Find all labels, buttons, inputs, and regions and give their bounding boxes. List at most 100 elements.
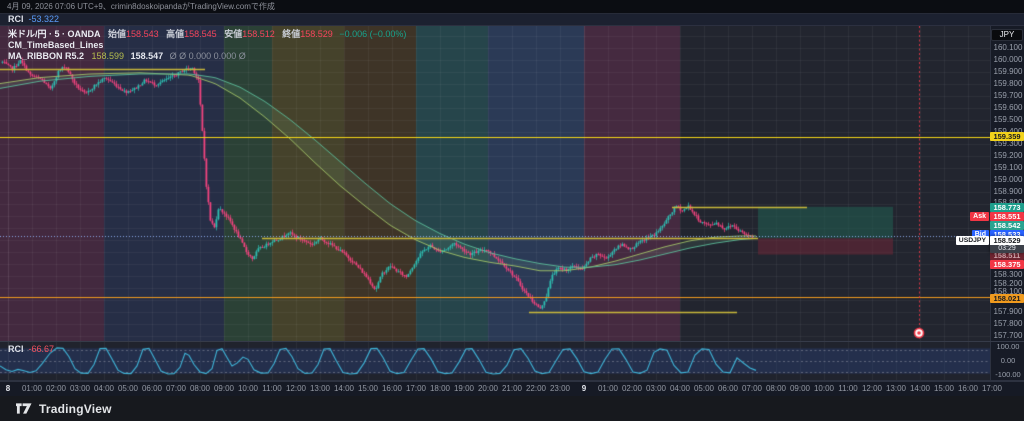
price-tick-label: 158.100 [993,287,1023,296]
rci-top-label[interactable]: RCI [8,14,24,24]
symbol-tag: USDJPY [955,235,989,245]
time-axis-label: 12:00 [861,384,883,393]
indicator-ma-ribbon[interactable]: MA_RIBBON R5.2 [8,51,85,61]
indicator-cm-timebased-lines[interactable]: CM_TimeBased_Lines [8,40,104,50]
price-tick-label: 159.300 [993,139,1023,149]
time-axis-label: 14:00 [333,384,355,393]
time-axis-label: 06:00 [717,384,739,393]
rci-tick-label: 100.00 [996,342,1020,351]
time-axis-label: 01:00 [21,384,43,393]
time-axis-label: 16:00 [381,384,403,393]
legend-indicator-row[interactable]: CM_TimeBased_Lines [8,40,406,51]
rci-bottom-legend[interactable]: RCI -66.67 [8,344,54,354]
price-tick-label: 159.600 [993,103,1023,113]
ask-badge: Ask [970,212,989,221]
time-axis-label: 20:00 [477,384,499,393]
time-axis-label: 22:00 [525,384,547,393]
time-axis-label: 12:00 [285,384,307,393]
time-axis-label: 15:00 [357,384,379,393]
time-axis-label: 18:00 [429,384,451,393]
currency-button[interactable]: JPY [991,29,1023,41]
price-tick-label: 158.900 [993,187,1023,197]
price-tick-label: 159.400 [991,127,1024,136]
time-axis-label: 04:00 [669,384,691,393]
low-label: 安値 [224,29,243,39]
open-label: 始値 [108,29,127,39]
price-level-label: 158.021 [990,293,1024,303]
price-tick-label: 160.100 [993,43,1023,53]
time-axis-label: 08:00 [189,384,211,393]
price-tick-label: 160.000 [993,55,1023,65]
time-axis-label: 02:00 [45,384,67,393]
time-axis-label: 19:00 [453,384,475,393]
ma-ribbon-values-rest: Ø Ø 0.000 0.000 Ø [169,51,246,61]
time-axis-label: 11:00 [838,384,858,393]
time-axis-label: 02:00 [621,384,643,393]
rci-bottom-pane: 100.00 0.00 -100.00 RCI -66.67 [0,342,1024,381]
main-chart-canvas[interactable] [0,26,990,341]
price-level-label: 158.533 [990,230,1024,239]
time-axis-label: 09:00 [213,384,235,393]
price-tick-label: 157.900 [993,307,1023,317]
time-axis-label: 13:00 [885,384,907,393]
ma-ribbon-value-2: 158.547 [130,51,164,61]
low-value: 158.512 [242,29,275,39]
time-axis-label: 16:00 [957,384,979,393]
rci-bottom-label[interactable]: RCI [8,344,24,354]
screenshot-caption: 4月 09, 2026 07:06 UTC+9、crimin8doskoipan… [0,0,1024,13]
price-tick-label: 158.300 [993,269,1023,279]
bar-countdown: 03:29 [990,244,1024,253]
rci-tick-label: 0.00 [1000,356,1016,365]
time-axis-label: 05:00 [117,384,139,393]
rci-tick-label: -100.00 [995,370,1021,379]
time-axis-label: 17:00 [981,384,1003,393]
time-axis[interactable]: 8 01:00 02:00 03:00 04:00 05:00 06:00 07:00 08:0… [0,381,1024,396]
symbol-title[interactable]: 米ドル/円 · 5 · OANDA [8,29,101,39]
time-axis-label: 17:00 [405,384,427,393]
time-axis-label: 10:00 [237,384,259,393]
price-tick-label: 159.200 [993,151,1023,161]
tradingview-logo-icon[interactable] [16,403,32,414]
close-value: 158.529 [300,29,333,39]
time-axis-day-label: 9 [581,384,587,393]
legend-indicator-row[interactable]: MA_RIBBON R5.2 158.599 158.547 Ø Ø 0.000… [8,51,406,62]
time-axis-label: 07:00 [165,384,187,393]
price-axis[interactable]: 160.100 160.000 159.900 159.800 159.700 159.6… [990,26,1024,341]
time-axis-label: 05:00 [693,384,715,393]
price-tick-label: 159.700 [993,91,1023,101]
high-label: 高値 [166,29,185,39]
footer-brand-text[interactable]: TradingView [39,401,112,416]
price-level-label: 158.375 [990,260,1024,269]
price-level-label: 158.542 [990,221,1024,230]
caption-text: 4月 09, 2026 07:06 UTC+9、crimin8doskoipan… [7,2,275,11]
time-axis-label: 04:00 [93,384,115,393]
time-axis-label: 15:00 [933,384,955,393]
rci-canvas[interactable] [0,342,990,380]
time-axis-label: 01:00 [597,384,619,393]
rci-top-pane[interactable]: RCI -53.322 [0,13,1024,26]
rci-axis[interactable]: 100.00 0.00 -100.00 [990,342,1024,380]
price-tick-label: 157.800 [993,319,1023,329]
time-axis-label: 08:00 [765,384,787,393]
time-axis-label: 23:00 [549,384,571,393]
footer-bar: TradingView [0,396,1024,421]
high-value: 158.545 [184,29,217,39]
rci-top-value: -53.322 [28,14,60,24]
price-level-label: 158.511 [990,251,1024,260]
legend-symbol-row[interactable]: 米ドル/円 · 5 · OANDA 始値158.543 高値158.545 安値… [8,29,406,40]
price-level-label: 158.773 [990,202,1024,212]
time-axis-label: 07:00 [741,384,763,393]
time-axis-label: 06:00 [141,384,163,393]
main-chart-pane: 160.100 160.000 159.900 159.800 159.700 159.6… [0,26,1024,342]
time-axis-label: 03:00 [645,384,667,393]
change-value: −0.006 (−0.00%) [339,29,407,39]
price-level-label: 158.551 [990,212,1024,221]
price-tick-label: 157.700 [993,331,1023,341]
chart-legend: 米ドル/円 · 5 · OANDA 始値158.543 高値158.545 安値… [8,29,406,62]
time-axis-label: 09:00 [789,384,811,393]
price-tick-label: 159.100 [993,163,1023,173]
bid-badge: Bid [971,230,989,239]
ma-ribbon-value-1: 158.599 [91,51,125,61]
last-price-label: 158.529 03:29 [990,235,1024,253]
